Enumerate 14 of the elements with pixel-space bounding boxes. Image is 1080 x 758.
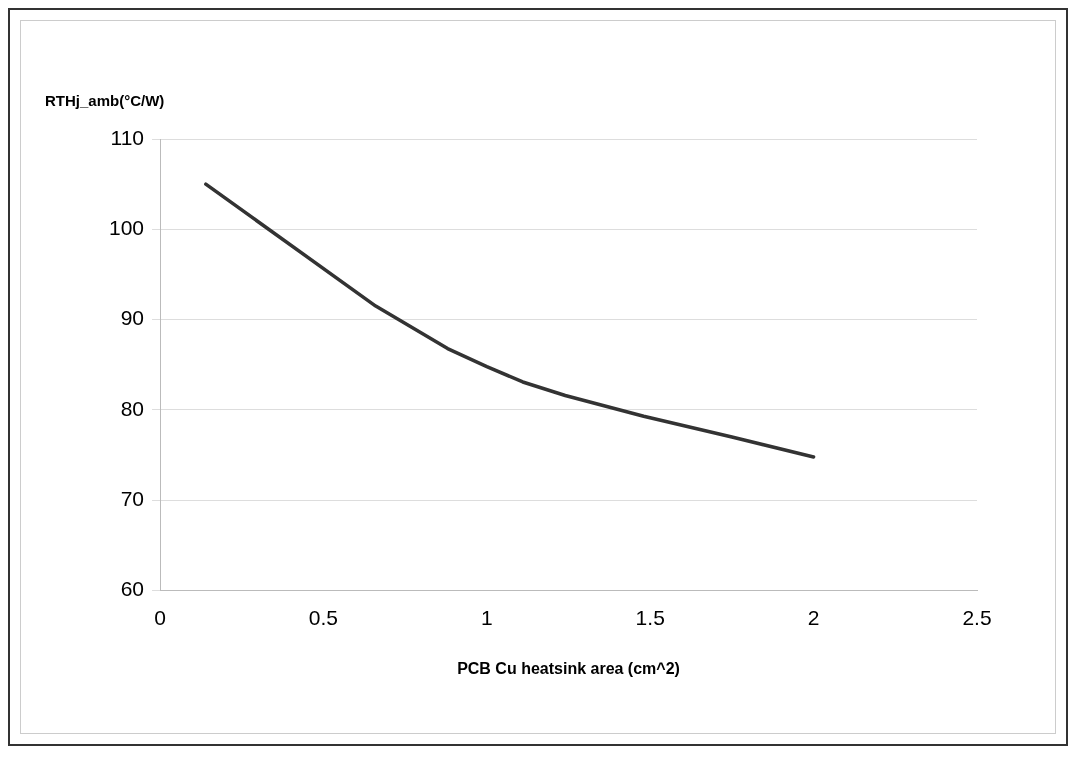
x-tick-label: 1.5 — [635, 606, 665, 629]
x-axis-title: PCB Cu heatsink area (cm^2) — [457, 659, 680, 677]
x-tick-label: 1 — [480, 606, 493, 629]
y-tick-label: 80 — [120, 396, 145, 420]
x-tick-label: 2 — [807, 606, 820, 629]
x-tick-label: 0.5 — [308, 606, 339, 629]
y-tick-label: 60 — [120, 577, 145, 601]
x-tick-label: 0 — [154, 606, 166, 629]
y-tick-label: 110 — [110, 125, 145, 149]
y-tick-label: 100 — [108, 216, 145, 240]
y-axis-title: RTHj_amb(°C/W) — [45, 91, 165, 109]
x-tick-label: 2.5 — [962, 606, 992, 629]
y-tick-label: 70 — [120, 487, 145, 511]
y-tick-label: 90 — [120, 306, 145, 330]
